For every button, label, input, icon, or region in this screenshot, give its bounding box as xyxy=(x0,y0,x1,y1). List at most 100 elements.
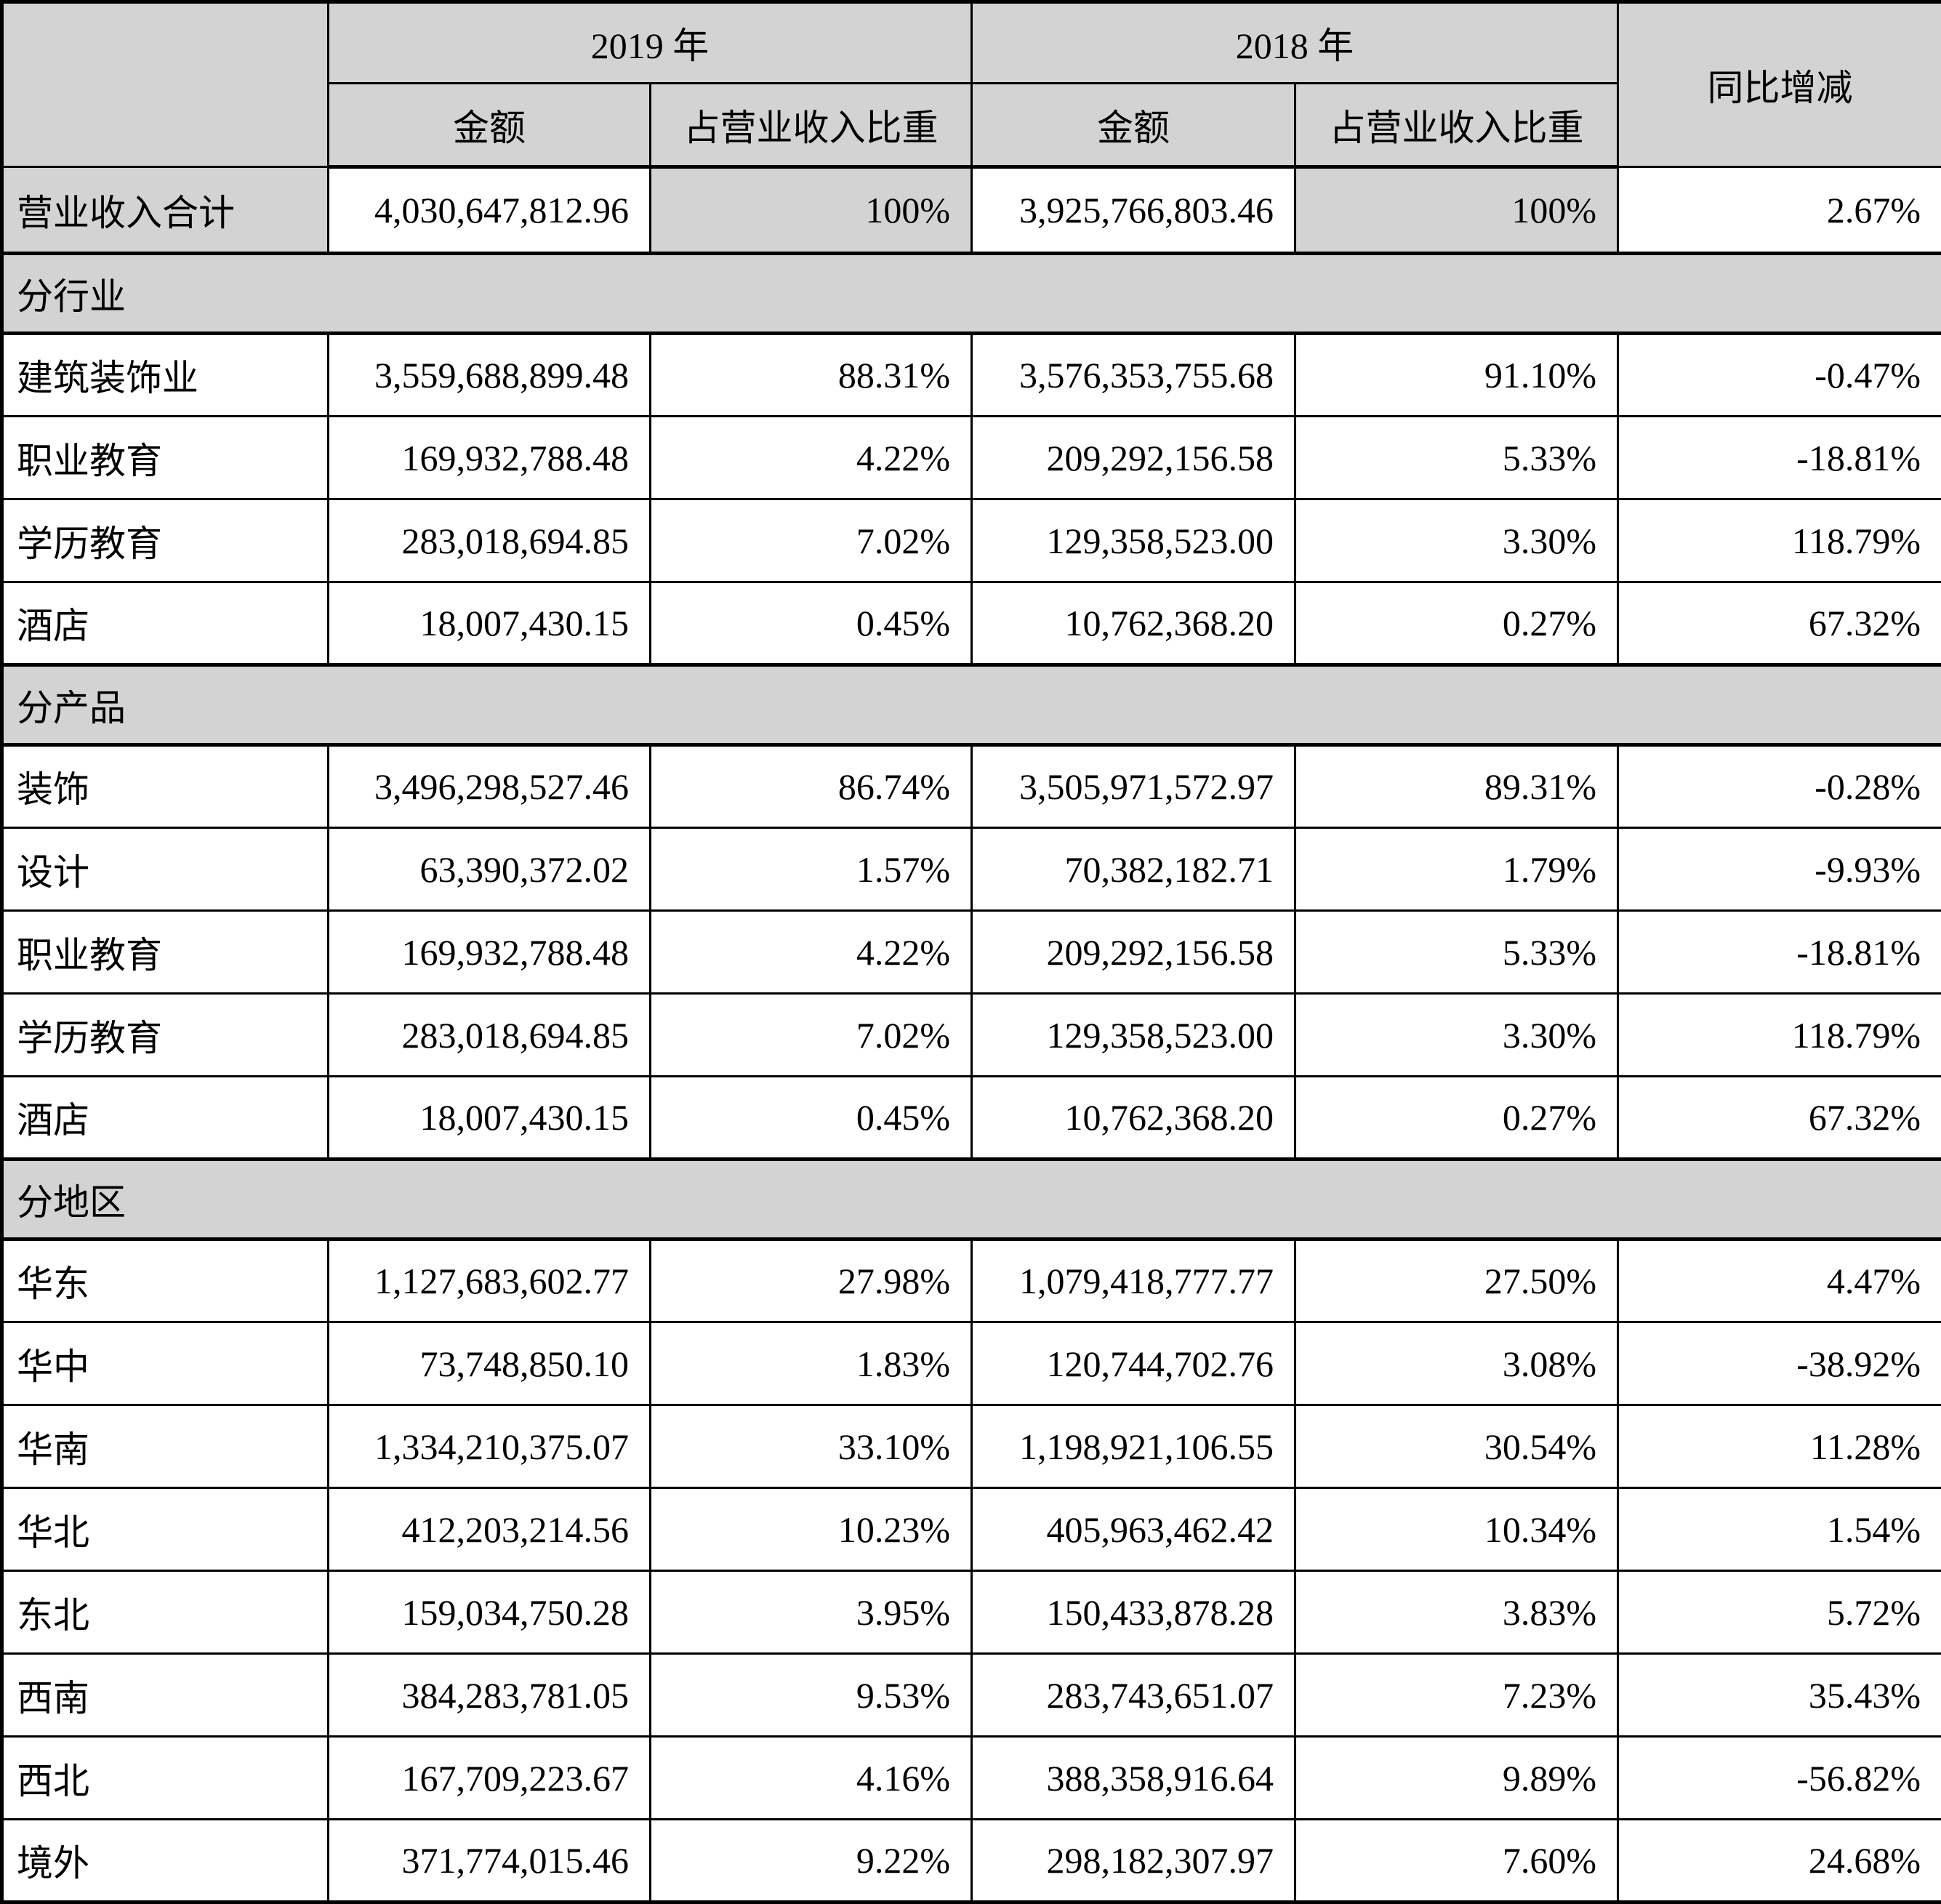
row-label: 华北 xyxy=(2,1488,329,1571)
amount-2019-cell: 159,034,750.28 xyxy=(329,1571,651,1654)
amount-2019-cell: 1,334,210,375.07 xyxy=(329,1405,651,1488)
share-2019-cell: 9.22% xyxy=(651,1820,972,1903)
row-label: 华中 xyxy=(2,1322,329,1405)
share-2018-cell: 30.54% xyxy=(1295,1405,1618,1488)
share-2019-cell: 0.45% xyxy=(651,1077,972,1160)
share-2018-cell: 0.27% xyxy=(1295,582,1618,665)
row-label: 建筑装饰业 xyxy=(2,334,329,417)
yoy-cell: 1.54% xyxy=(1618,1488,1941,1571)
share-2018-cell: 3.08% xyxy=(1295,1322,1618,1405)
share-2018-cell: 5.33% xyxy=(1295,417,1618,499)
amount-2019-cell: 384,283,781.05 xyxy=(329,1654,651,1737)
share-2018-cell: 10.34% xyxy=(1295,1488,1618,1571)
row-label: 华南 xyxy=(2,1405,329,1488)
amount-2019-cell: 18,007,430.15 xyxy=(329,582,651,665)
amount-2018-cell: 3,576,353,755.68 xyxy=(972,334,1295,417)
share-2019-cell: 7.02% xyxy=(651,994,972,1077)
row-label: 境外 xyxy=(2,1820,329,1903)
amount-2018-cell: 283,743,651.07 xyxy=(972,1654,1295,1737)
share-2019-cell: 1.57% xyxy=(651,828,972,911)
amount-2019-cell: 169,932,788.48 xyxy=(329,911,651,994)
share-2018-cell: 3.83% xyxy=(1295,1571,1618,1654)
share-2018-cell: 5.33% xyxy=(1295,911,1618,994)
share-2018-header: 占营业收入比重 xyxy=(1295,84,1618,167)
amount-2019-cell: 167,709,223.67 xyxy=(329,1737,651,1820)
share-2018-cell: 3.30% xyxy=(1295,994,1618,1077)
share-2019-cell: 33.10% xyxy=(651,1405,972,1488)
row-label: 东北 xyxy=(2,1571,329,1654)
yoy-cell: -18.81% xyxy=(1618,417,1941,499)
amount-2019-cell: 18,007,430.15 xyxy=(329,1077,651,1160)
amount-2019-cell: 63,390,372.02 xyxy=(329,828,651,911)
share-2019-cell: 7.02% xyxy=(651,499,972,582)
amount-2019-cell: 1,127,683,602.77 xyxy=(329,1240,651,1322)
share-2018-cell: 0.27% xyxy=(1295,1077,1618,1160)
amount-2018-cell: 129,358,523.00 xyxy=(972,994,1295,1077)
yoy-cell: 67.32% xyxy=(1618,582,1941,665)
amount-2019-cell: 371,774,015.46 xyxy=(329,1820,651,1903)
amount-2019-cell: 3,496,298,527.46 xyxy=(329,745,651,828)
share-2019-cell: 3.95% xyxy=(651,1571,972,1654)
amount-2019-cell: 283,018,694.85 xyxy=(329,994,651,1077)
yoy-cell: -0.28% xyxy=(1618,745,1941,828)
amount-2018-cell: 3,505,971,572.97 xyxy=(972,745,1295,828)
share-2018-cell: 89.31% xyxy=(1295,745,1618,828)
yoy-cell: 118.79% xyxy=(1618,499,1941,582)
share-2018-cell: 3.30% xyxy=(1295,499,1618,582)
row-label: 学历教育 xyxy=(2,994,329,1077)
amount-2018-header: 金额 xyxy=(972,84,1295,167)
yoy-cell: 4.47% xyxy=(1618,1240,1941,1322)
yoy-header: 同比增减 xyxy=(1618,2,1941,167)
yoy-cell: -9.93% xyxy=(1618,828,1941,911)
section-title: 分地区 xyxy=(2,1160,1941,1240)
yoy-cell: 11.28% xyxy=(1618,1405,1941,1488)
section-row: 分地区 xyxy=(2,1160,1941,1240)
yoy-cell: 67.32% xyxy=(1618,1077,1941,1160)
amount-2018-cell: 120,744,702.76 xyxy=(972,1322,1295,1405)
section-row: 分行业 xyxy=(2,254,1941,334)
share-2019-cell: 1.83% xyxy=(651,1322,972,1405)
amount-2018-cell: 150,433,878.28 xyxy=(972,1571,1295,1654)
amount-2019-cell: 3,559,688,899.48 xyxy=(329,334,651,417)
row-label: 职业教育 xyxy=(2,417,329,499)
share-2018-cell: 7.60% xyxy=(1295,1820,1618,1903)
amount-2019-cell: 169,932,788.48 xyxy=(329,417,651,499)
row-label: 酒店 xyxy=(2,1077,329,1160)
share-2018-cell: 1.79% xyxy=(1295,828,1618,911)
yoy-cell: 24.68% xyxy=(1618,1820,1941,1903)
amount-2019-header: 金额 xyxy=(329,84,651,167)
share-2019-cell: 88.31% xyxy=(651,334,972,417)
amount-2018-cell: 10,762,368.20 xyxy=(972,1077,1295,1160)
yoy-cell: -38.92% xyxy=(1618,1322,1941,1405)
row-label: 学历教育 xyxy=(2,499,329,582)
share-2019-cell: 4.22% xyxy=(651,911,972,994)
yoy-cell: 118.79% xyxy=(1618,994,1941,1077)
header-row-years: 2019 年 2018 年 同比增减 xyxy=(2,2,1941,84)
row-label: 华东 xyxy=(2,1240,329,1322)
amount-2018-cell: 298,182,307.97 xyxy=(972,1820,1295,1903)
row-label: 设计 xyxy=(2,828,329,911)
amount-2018-cell: 209,292,156.58 xyxy=(972,417,1295,499)
section-title: 分产品 xyxy=(2,665,1941,745)
amount-2018-cell: 10,762,368.20 xyxy=(972,582,1295,665)
year-2019-header: 2019 年 xyxy=(329,2,972,84)
amount-2019-cell: 4,030,647,812.96 xyxy=(329,167,651,254)
yoy-cell: 5.72% xyxy=(1618,1571,1941,1654)
yoy-cell: -0.47% xyxy=(1618,334,1941,417)
share-2018-cell: 7.23% xyxy=(1295,1654,1618,1737)
